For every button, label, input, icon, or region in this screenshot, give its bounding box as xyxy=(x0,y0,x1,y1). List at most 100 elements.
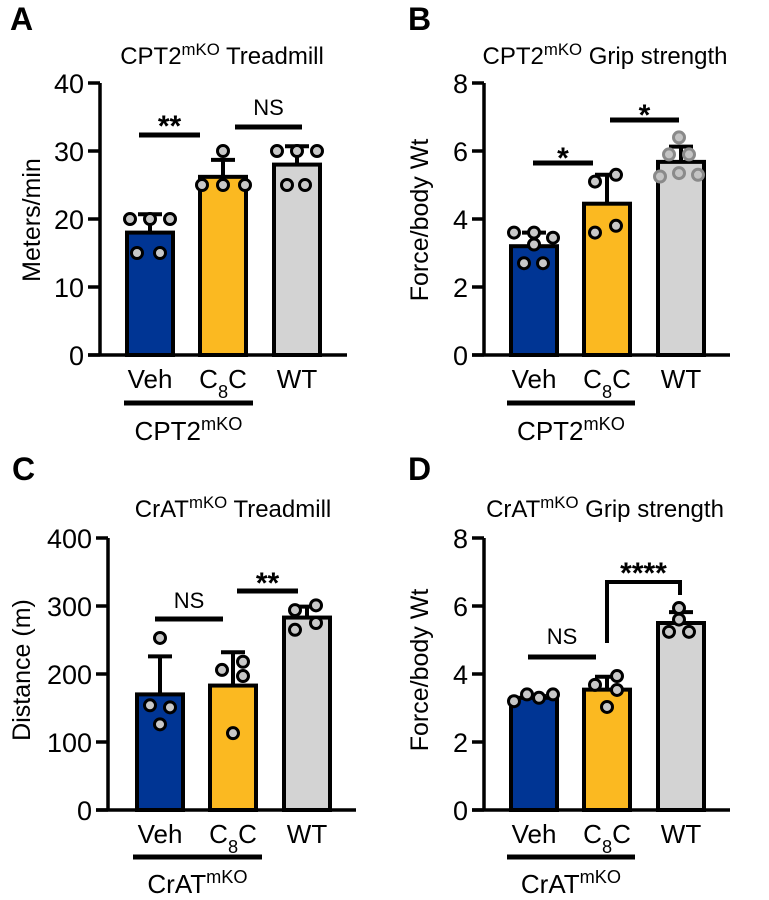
group-label-main: CPT2 xyxy=(517,416,583,446)
significance-label: NS xyxy=(174,588,205,613)
x-tick-label: Veh xyxy=(512,364,557,394)
bar-C8C xyxy=(208,683,258,812)
x-tick-label-main: WT xyxy=(661,364,702,394)
y-tick-label: 2 xyxy=(453,728,468,758)
chart-title-sup: mKO xyxy=(189,493,227,512)
data-point xyxy=(672,166,686,181)
group-label: CrATmKO xyxy=(147,867,247,899)
data-point xyxy=(588,225,602,240)
data-point xyxy=(290,144,304,158)
x-tick-label: C8C xyxy=(209,819,257,857)
x-tick-label: C8C xyxy=(583,819,631,857)
data-point xyxy=(280,178,294,192)
y-axis-label: Distance (m) xyxy=(8,599,36,741)
data-point xyxy=(691,167,705,182)
x-tick-label: Veh xyxy=(128,364,173,394)
data-point xyxy=(123,212,137,226)
y-tick-label: 200 xyxy=(47,660,92,690)
data-point xyxy=(653,169,667,184)
chart-title-rest: Treadmill xyxy=(227,496,331,523)
chart-title: CPT2mKO Treadmill xyxy=(120,40,324,71)
x-tick-label-main: WT xyxy=(277,364,318,394)
chart-title-rest: Grip strength xyxy=(582,43,727,70)
x-tick-label: Veh xyxy=(138,819,183,849)
data-point xyxy=(298,178,312,192)
panel-letter: A xyxy=(10,1,33,37)
y-tick-label: 6 xyxy=(453,137,468,167)
data-point xyxy=(288,603,302,618)
x-tick-label-rest: C xyxy=(612,364,631,394)
x-tick-label-main: WT xyxy=(661,819,702,849)
y-tick-label: 8 xyxy=(453,69,468,99)
x-tick-label-rest: C xyxy=(238,819,257,849)
significance-label: ** xyxy=(158,110,182,143)
x-tick-label-main: C xyxy=(199,364,218,394)
x-tick-label: WT xyxy=(277,364,318,394)
y-tick-label: 0 xyxy=(453,796,468,826)
x-tick-label-sub: 8 xyxy=(602,837,612,857)
chart-title-sup: mKO xyxy=(544,40,582,59)
data-point xyxy=(546,230,560,245)
data-point xyxy=(226,726,240,741)
significance-label: ** xyxy=(256,567,280,600)
data-point xyxy=(662,147,676,162)
chart-title-sup: mKO xyxy=(182,40,220,59)
bar-C8C xyxy=(198,174,248,357)
group-label-sup: mKO xyxy=(206,867,247,887)
data-point xyxy=(153,717,167,732)
y-tick-label: 20 xyxy=(54,205,84,235)
x-tick-label-main: Veh xyxy=(512,364,557,394)
data-point xyxy=(527,237,541,252)
y-tick-label: 100 xyxy=(47,728,92,758)
y-axis-label: Meters/min xyxy=(18,158,46,282)
bar-WT xyxy=(282,615,332,812)
data-point xyxy=(236,669,250,684)
x-tick-label: C8C xyxy=(583,364,631,402)
data-point xyxy=(195,178,209,192)
data-point xyxy=(610,669,624,684)
group-label: CPT2mKO xyxy=(135,414,243,446)
x-tick-label-main: Veh xyxy=(512,819,557,849)
x-tick-label-main: C xyxy=(209,819,228,849)
data-point xyxy=(527,225,541,240)
chart-title-main: CPT2 xyxy=(483,43,544,70)
data-point xyxy=(546,687,560,702)
data-point xyxy=(309,616,323,630)
x-tick-label: WT xyxy=(287,819,328,849)
data-point xyxy=(588,677,602,692)
data-point xyxy=(215,662,229,677)
y-tick-label: 10 xyxy=(54,273,84,303)
data-point xyxy=(163,700,177,715)
data-point xyxy=(682,147,696,162)
x-tick-label-sub: 8 xyxy=(602,382,612,402)
y-axis-label: Force/body Wt xyxy=(406,589,434,752)
x-tick-label-main: WT xyxy=(287,819,328,849)
group-label-sup: mKO xyxy=(580,867,621,887)
bar-WT xyxy=(656,621,706,812)
y-tick-label: 6 xyxy=(453,592,468,622)
significance-label: NS xyxy=(547,624,578,649)
data-point xyxy=(536,256,550,271)
chart-title: CPT2mKO Grip strength xyxy=(483,40,728,71)
data-point xyxy=(288,622,302,637)
data-point xyxy=(270,144,284,158)
data-point xyxy=(163,212,177,226)
data-point xyxy=(236,654,250,669)
significance-label: * xyxy=(639,99,651,132)
x-tick-label-sub: 8 xyxy=(228,837,238,857)
data-point xyxy=(610,682,624,697)
data-point xyxy=(153,630,167,645)
chart-title-rest: Treadmill xyxy=(220,43,324,70)
y-tick-label: 30 xyxy=(54,137,84,167)
bar-Veh xyxy=(509,695,559,812)
chart-title-rest: Grip strength xyxy=(579,496,724,523)
data-point xyxy=(238,178,252,192)
x-tick-label-rest: C xyxy=(228,364,247,394)
data-point xyxy=(588,174,602,189)
panel-letter: C xyxy=(12,451,35,487)
chart-title-main: CrAT xyxy=(135,496,190,523)
